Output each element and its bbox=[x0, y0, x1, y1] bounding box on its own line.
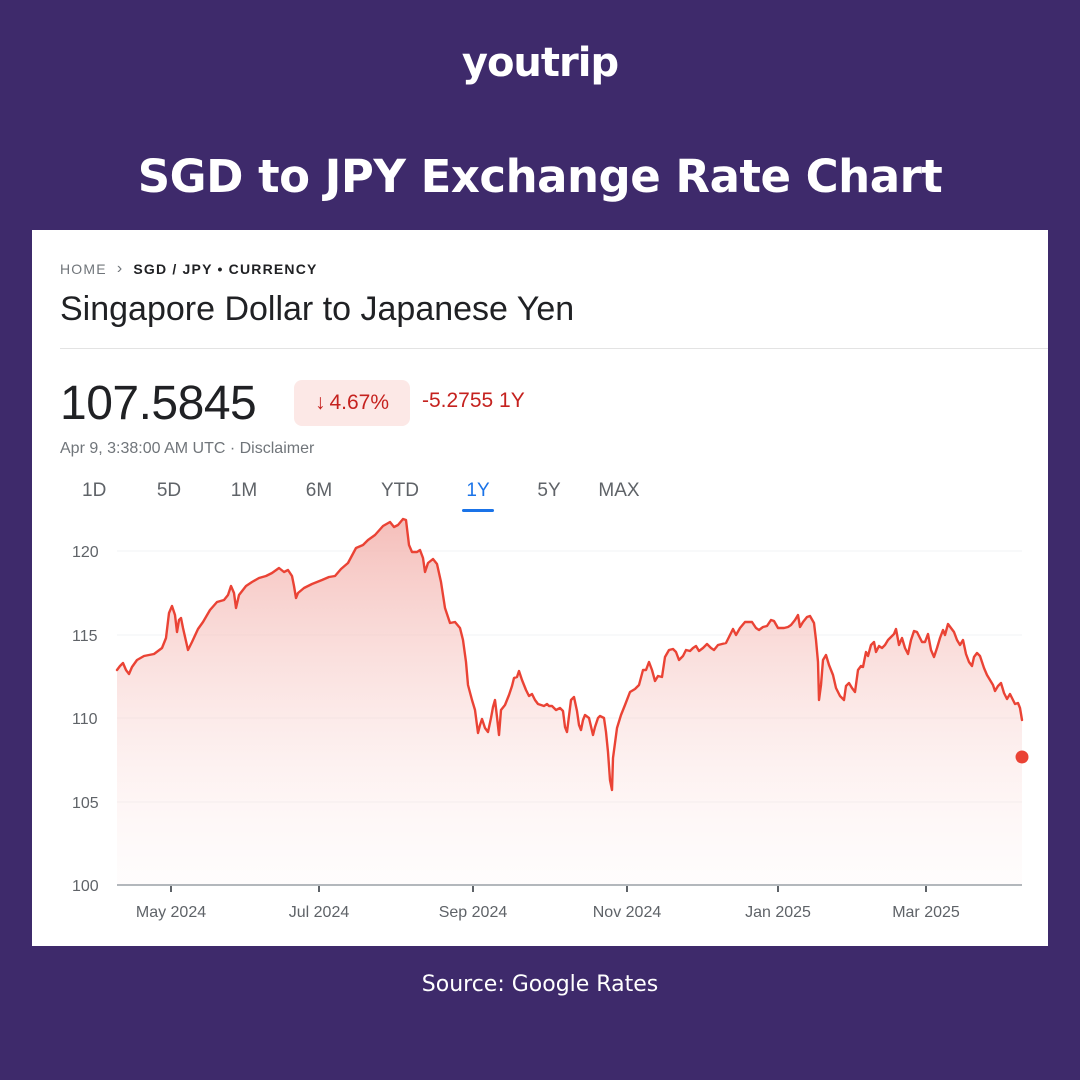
y-axis-labels: 120 115 110 105 100 bbox=[72, 544, 99, 895]
source-caption: Source: Google Rates bbox=[421, 972, 659, 997]
tab-ytd[interactable]: YTD bbox=[381, 480, 419, 501]
page-title: Singapore Dollar to Japanese Yen bbox=[60, 290, 575, 328]
chevron-right-icon: › bbox=[116, 260, 124, 277]
arrow-down-icon: ↓ bbox=[314, 391, 326, 414]
divider bbox=[60, 348, 1048, 349]
current-price: 107.5845 bbox=[60, 377, 257, 430]
tab-1m[interactable]: 1M bbox=[230, 480, 258, 501]
y-tick-120: 120 bbox=[72, 544, 99, 561]
tab-5y[interactable]: 5Y bbox=[537, 480, 561, 501]
logo-text-trip: trip bbox=[540, 40, 619, 86]
tab-1y[interactable]: 1Y bbox=[462, 476, 494, 512]
last-value-marker[interactable] bbox=[1015, 750, 1029, 764]
x-tick-may-2024: May 2024 bbox=[136, 904, 206, 921]
x-axis-ticks bbox=[170, 886, 927, 892]
change-absolute: -5.2755 1Y bbox=[422, 389, 525, 412]
headline: SGD to JPY Exchange Rate Chart bbox=[137, 150, 943, 203]
x-tick-sep-2024: Sep 2024 bbox=[439, 904, 508, 921]
change-percent-badge: ↓ 4.67% bbox=[294, 380, 410, 426]
tab-max[interactable]: MAX bbox=[598, 480, 640, 501]
x-tick-jul-2024: Jul 2024 bbox=[289, 904, 350, 921]
x-tick-nov-2024: Nov 2024 bbox=[593, 904, 662, 921]
x-tick-mar-2025: Mar 2025 bbox=[892, 904, 960, 921]
breadcrumb: HOME › SGD / JPY • CURRENCY bbox=[60, 260, 318, 278]
tab-1d[interactable]: 1D bbox=[82, 480, 107, 501]
rate-card: HOME › SGD / JPY • CURRENCY Singapore Do… bbox=[32, 230, 1048, 946]
x-tick-jan-2025: Jan 2025 bbox=[745, 904, 811, 921]
breadcrumb-home[interactable]: HOME bbox=[60, 261, 107, 277]
y-tick-100: 100 bbox=[72, 878, 99, 895]
rate-line bbox=[115, 517, 1024, 792]
y-tick-105: 105 bbox=[72, 795, 99, 812]
tab-6m[interactable]: 6M bbox=[305, 480, 333, 501]
logo-text-you: you bbox=[461, 40, 542, 86]
timestamp: Apr 9, 3:38:00 AM UTC · Disclaimer bbox=[60, 440, 315, 457]
tab-5d[interactable]: 5D bbox=[156, 480, 182, 501]
breadcrumb-current: SGD / JPY • CURRENCY bbox=[133, 261, 318, 277]
y-tick-115: 115 bbox=[72, 628, 98, 645]
change-percent: 4.67% bbox=[329, 391, 390, 414]
x-axis-labels: May 2024 Jul 2024 Sep 2024 Nov 2024 Jan … bbox=[136, 904, 960, 921]
range-tabs: 1D 5D 1M 6M YTD 1Y 5Y MAX bbox=[60, 476, 642, 512]
y-tick-110: 110 bbox=[72, 711, 98, 728]
exchange-rate-chart[interactable]: 120 115 110 105 100 May 2024 Jul 2024 Se… bbox=[32, 230, 1048, 946]
youtrip-logo: youtrip bbox=[0, 40, 1080, 86]
area-fill bbox=[117, 519, 1022, 885]
